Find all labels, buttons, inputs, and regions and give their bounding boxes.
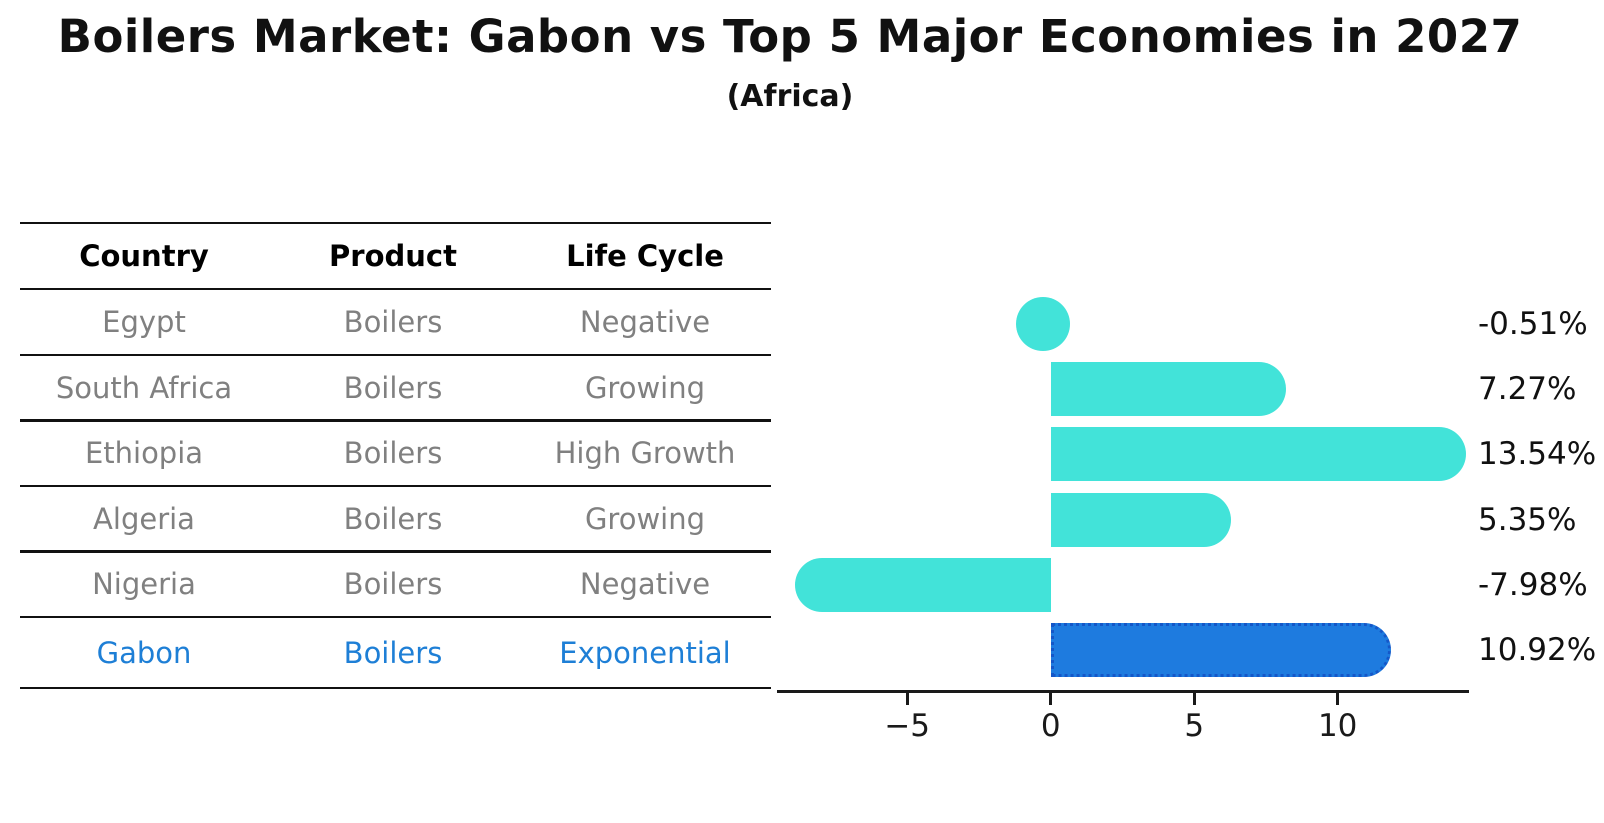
table-border-line	[20, 615, 771, 619]
table-cell-country: Nigeria	[92, 567, 196, 602]
table-cell-country: Egypt	[102, 305, 186, 339]
x-axis-tick-label: 5	[1184, 708, 1205, 744]
table-header-country: Country	[79, 239, 209, 273]
bar-egypt	[1016, 297, 1071, 351]
table-cell-country: Algeria	[93, 501, 195, 536]
table-border-line	[20, 287, 771, 291]
table-cell-life_cycle: Negative	[579, 567, 711, 602]
chart-title: Boilers Market: Gabon vs Top 5 Major Eco…	[57, 10, 1523, 63]
table-cell-product: Boilers	[343, 567, 443, 602]
bar-ethiopia	[1050, 427, 1467, 482]
table-cell-country: Ethiopia	[84, 436, 204, 471]
table-border-line	[20, 353, 771, 357]
x-axis-tick-label: −5	[884, 708, 931, 744]
table-border-line	[20, 484, 771, 488]
x-axis-tick-label: 10	[1317, 708, 1358, 744]
bar-algeria	[1050, 492, 1232, 547]
table-cell-product: Boilers	[343, 501, 443, 536]
x-axis-line	[777, 690, 1469, 693]
x-axis-tick-label: 0	[1040, 708, 1061, 744]
bar-gabon	[1050, 623, 1392, 677]
table-cell-life_cycle: High Growth	[554, 436, 736, 471]
table-header-life_cycle: Life Cycle	[566, 239, 724, 273]
table-border-line	[20, 686, 771, 690]
bar-value-label: -0.51%	[1478, 306, 1588, 342]
table-cell-product: Boilers	[343, 305, 443, 339]
table-cell-life_cycle: Growing	[584, 501, 706, 536]
x-axis-tick	[1192, 693, 1196, 705]
table-border-line	[20, 419, 771, 422]
bar-value-label: -7.98%	[1478, 566, 1588, 603]
x-axis-tick	[1049, 693, 1053, 705]
table-border-line	[20, 550, 771, 553]
bar-value-label: 10.92%	[1478, 632, 1597, 668]
table-cell-product: Boilers	[343, 370, 443, 405]
table-header-product: Product	[329, 239, 457, 273]
table-cell-product: Boilers	[343, 635, 443, 670]
table-cell-product: Boilers	[343, 436, 443, 471]
table-cell-life_cycle: Negative	[579, 305, 711, 339]
table-cell-country: Gabon	[96, 635, 192, 670]
bar-value-label: 5.35%	[1478, 501, 1577, 538]
table-cell-country: South Africa	[55, 370, 233, 405]
bar-south-africa	[1050, 362, 1287, 417]
table-cell-life_cycle: Exponential	[559, 635, 731, 670]
x-axis-tick	[1336, 693, 1340, 705]
table-border-line	[20, 221, 771, 225]
chart-subtitle: (Africa)	[726, 79, 854, 114]
bar-value-label: 7.27%	[1478, 371, 1577, 408]
x-axis-tick	[905, 693, 909, 705]
table-cell-life_cycle: Growing	[584, 370, 706, 405]
bar-value-label: 13.54%	[1478, 436, 1597, 473]
bar-nigeria	[794, 557, 1051, 612]
